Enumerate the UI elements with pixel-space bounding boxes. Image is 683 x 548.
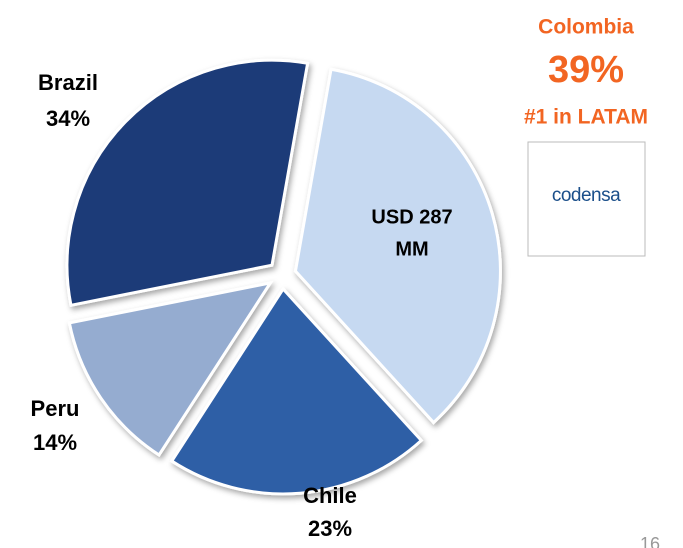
page-number: 16 <box>640 534 660 548</box>
pie-slice <box>65 58 310 308</box>
slice-value-label: 14% <box>33 430 77 455</box>
slice-value-label: 23% <box>308 516 352 541</box>
slice-value-label: 39% <box>548 49 624 91</box>
slice-name: Brazil <box>38 70 98 95</box>
slice-value-label: 34% <box>46 106 90 131</box>
logo: codensa <box>552 185 621 206</box>
annotation: #1 in LATAM <box>524 106 648 129</box>
pie-slice <box>169 286 424 496</box>
logo-box <box>527 141 646 257</box>
center-label: MM <box>395 238 428 260</box>
slice-name: Peru <box>31 396 80 421</box>
slice-name: Chile <box>303 483 357 508</box>
pie-slice <box>67 280 274 458</box>
pie <box>65 58 502 496</box>
slice-name: Colombia <box>538 16 634 39</box>
center-label: USD 287 <box>371 206 452 228</box>
pie-slice <box>293 67 502 425</box>
